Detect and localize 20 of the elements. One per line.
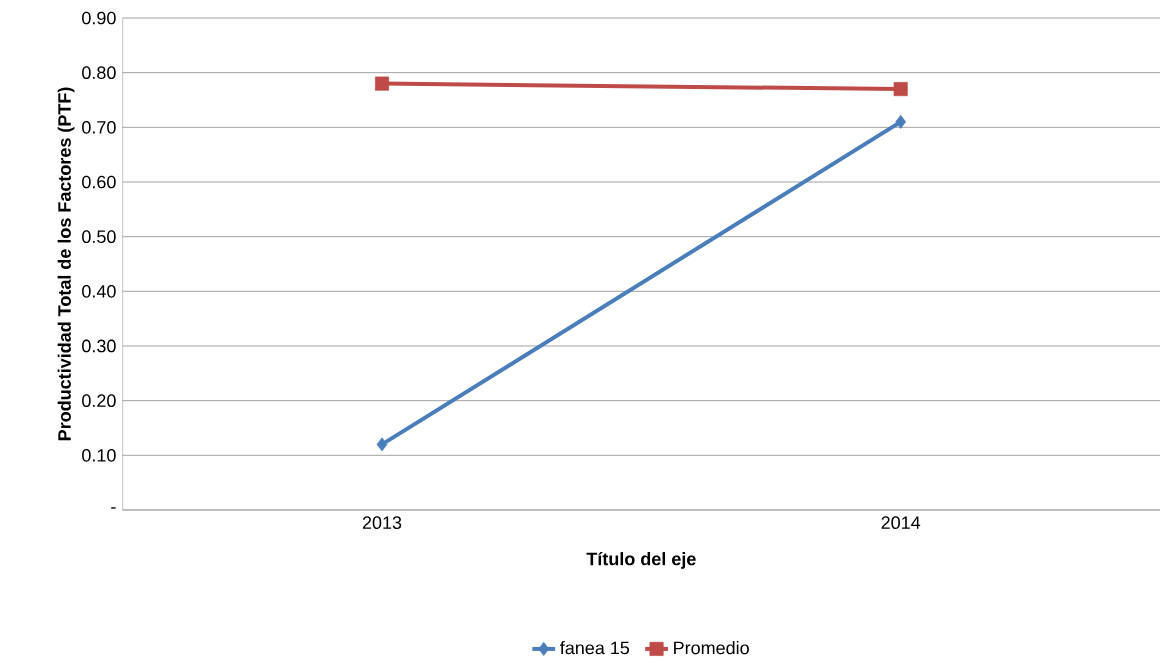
y-tick-label: 0.90 (82, 11, 116, 25)
y-tick-label: 0.10 (82, 448, 116, 462)
point (375, 76, 390, 91)
point (376, 437, 388, 452)
y-tick-label: 0.50 (82, 230, 116, 244)
x-axis-title: Título del eje (586, 551, 696, 569)
point (895, 114, 907, 129)
legend-label: fanea 15 (560, 641, 630, 655)
x-tick-label: 2014 (881, 516, 921, 529)
y-tick-label: 0.80 (82, 66, 116, 80)
y-tick-label: 0.60 (82, 175, 116, 189)
point (893, 82, 908, 97)
y-tick-label: 0.20 (82, 394, 116, 408)
y-tick-label: 0.30 (82, 339, 116, 353)
legend-label: Promedio (674, 641, 749, 655)
y-tick-label: 0.40 (82, 284, 116, 298)
y-axis-title: Productividad Total de los Factores (PTF) (57, 87, 75, 441)
y-tick-label: 0.70 (82, 120, 116, 134)
x-tick-label: 2013 (362, 516, 402, 529)
y-tick-label: - (111, 507, 116, 509)
